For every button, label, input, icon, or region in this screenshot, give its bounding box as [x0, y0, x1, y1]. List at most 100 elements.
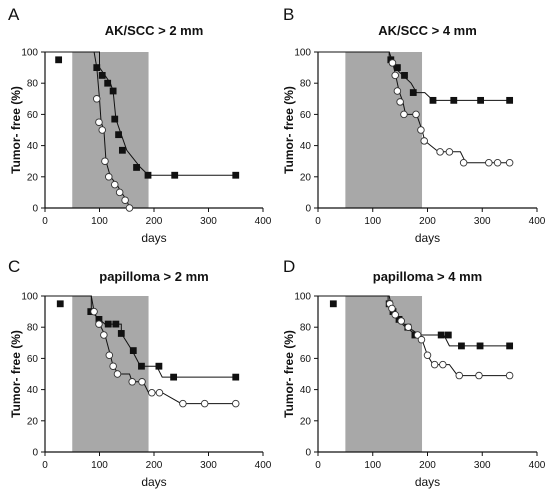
data-point-filled-square [109, 87, 117, 95]
panel-letter: C [8, 257, 20, 276]
panel-letter: A [8, 5, 20, 24]
data-point-open-circle [391, 310, 399, 319]
panel-letter: D [283, 257, 295, 276]
y-axis-label: Tumor- free (%) [9, 86, 23, 174]
data-point-filled-square [144, 171, 152, 179]
data-point-filled-square [133, 164, 140, 171]
x-tick-label: 400 [529, 460, 546, 471]
data-point-open-circle [397, 317, 405, 325]
data-point-filled-square [477, 96, 485, 104]
data-point-filled-square [98, 72, 106, 79]
shaded-band [345, 52, 423, 208]
data-point-open-circle [459, 159, 468, 167]
x-tick-label: 300 [200, 216, 217, 227]
x-axis-label: days [415, 475, 440, 489]
x-tick-label: 200 [419, 460, 436, 471]
y-tick-label: 80 [27, 323, 39, 334]
data-point-filled-square [104, 79, 112, 87]
data-point-open-circle [396, 98, 404, 106]
data-point-open-circle [121, 196, 129, 204]
x-tick-label: 400 [529, 216, 546, 227]
data-point-filled-square [409, 89, 417, 96]
data-point-open-circle [412, 110, 420, 119]
data-point-filled-square [506, 342, 514, 350]
data-point-open-circle [505, 159, 514, 167]
data-point-open-circle [393, 87, 402, 95]
x-tick-label: 200 [419, 216, 436, 227]
data-point-open-circle [388, 304, 396, 313]
x-tick-label: 300 [474, 460, 491, 471]
data-point-filled-square [437, 331, 445, 339]
data-point-open-circle [391, 71, 399, 80]
shaded-band [72, 296, 149, 452]
data-point-open-circle [105, 351, 114, 360]
data-point-filled-square [129, 347, 137, 355]
data-point-filled-square [118, 146, 126, 154]
x-tick-label: 300 [200, 460, 217, 471]
y-tick-label: 0 [305, 448, 311, 459]
data-point-open-circle [138, 378, 146, 386]
data-point-open-circle [423, 351, 432, 360]
chart-title: papilloma > 4 mm [373, 269, 482, 284]
y-tick-label: 20 [300, 416, 312, 427]
data-point-open-circle [101, 157, 109, 165]
chart-title: papilloma > 2 mm [99, 269, 208, 284]
y-tick-label: 60 [300, 354, 312, 365]
data-point-filled-square [429, 96, 437, 104]
panel-letter: B [283, 5, 294, 24]
data-point-open-circle [93, 95, 101, 103]
data-point-filled-square [171, 171, 179, 179]
data-point-filled-square [506, 96, 514, 104]
data-point-open-circle [430, 360, 439, 369]
y-tick-label: 100 [21, 48, 38, 59]
data-point-open-circle [100, 331, 108, 339]
data-point-filled-square [112, 320, 120, 328]
data-point-open-circle [95, 320, 103, 328]
chart-title: AK/SCC > 4 mm [378, 23, 477, 38]
data-point-open-circle [417, 335, 426, 344]
x-tick-label: 0 [42, 216, 48, 227]
y-tick-label: 0 [305, 204, 311, 215]
data-point-filled-square [476, 342, 484, 350]
data-point-open-circle [125, 204, 134, 212]
x-tick-label: 400 [255, 216, 272, 227]
y-tick-label: 100 [294, 292, 311, 303]
y-tick-label: 0 [32, 448, 38, 459]
data-point-open-circle [105, 173, 113, 181]
y-tick-label: 100 [294, 48, 311, 59]
x-tick-label: 400 [255, 460, 272, 471]
x-tick-label: 200 [146, 216, 163, 227]
chart-panel-b: 0 100 200 300 400 0 20 40 60 80 100 B AK/SCC > 4 mm d… [282, 5, 546, 245]
data-point-open-circle [400, 110, 408, 119]
y-tick-label: 80 [300, 79, 312, 90]
data-point-open-circle [475, 371, 483, 380]
x-tick-label: 100 [364, 216, 381, 227]
data-point-filled-square [444, 331, 452, 339]
y-tick-label: 40 [27, 385, 39, 396]
data-point-filled-square [170, 373, 178, 381]
data-point-open-circle [485, 159, 493, 167]
y-axis-label: Tumor- free (%) [282, 330, 296, 418]
y-axis-label: Tumor- free (%) [282, 86, 296, 174]
data-point-open-circle [445, 148, 454, 156]
data-point-open-circle [417, 126, 425, 134]
data-point-open-circle [113, 370, 122, 378]
x-tick-label: 200 [146, 460, 163, 471]
data-point-open-circle [420, 137, 428, 145]
data-point-open-circle [404, 323, 413, 331]
y-tick-label: 80 [27, 79, 39, 90]
data-point-open-circle [90, 307, 98, 316]
x-tick-label: 100 [364, 460, 381, 471]
data-point-open-circle [388, 59, 397, 67]
data-point-open-circle [179, 399, 187, 408]
y-tick-label: 60 [300, 110, 312, 121]
data-point-open-circle [493, 159, 502, 167]
data-point-filled-square [155, 362, 163, 370]
data-point-open-circle [231, 399, 240, 408]
shaded-band [345, 296, 423, 452]
x-tick-label: 0 [315, 460, 321, 471]
data-point-filled-square [232, 373, 240, 381]
series-line-filled-square [318, 51, 510, 101]
